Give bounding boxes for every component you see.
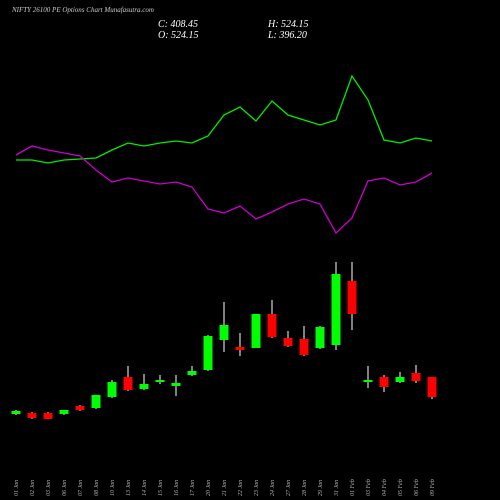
x-tick-label: 23 Jan [254,480,260,496]
candle-body [315,326,325,348]
x-tick-label: 14 Jan [141,480,148,496]
x-tick-label: 09 Feb [430,479,436,496]
candle-body [75,405,85,410]
x-tick-label: 21 Jan [222,480,228,496]
candle-body [187,370,197,375]
x-tick-label: 08 Jan [94,480,100,496]
candle-body [331,273,341,345]
candle-body [155,379,165,382]
x-tick-label: 27 Jan [286,480,292,496]
candle-body [427,376,437,397]
candle-body [363,379,373,382]
open-label: O: 524.15 [158,30,199,41]
close-label: C: 408.45 [158,19,198,30]
candle-body [235,346,245,350]
x-tick-label: 04 Feb [381,479,388,496]
x-tick-label: 22 Jan [238,480,244,496]
candle-body [43,412,53,419]
x-tick-label: 20 Jan [206,480,212,496]
candle-body [139,383,149,389]
chart-title: NIFTY 26100 PE Options Chart Munafasutra… [11,6,154,14]
x-tick-label: 16 Jan [174,480,180,496]
candle-body [299,338,309,355]
x-tick-label: 31 Jan [334,480,340,497]
indicator-line [15,145,433,235]
x-tick-label: 24 Jan [269,480,276,496]
candle-body [219,324,229,340]
x-tick-label: 07 Jan [78,480,84,496]
x-tick-label: 13 Jan [126,480,132,496]
candle-body [395,376,405,382]
candle-body [379,376,389,387]
candle-body [411,372,421,381]
candle-body [347,280,357,314]
x-tick-label: 17 Jan [190,480,196,496]
x-tick-label: 03 Feb [366,479,372,496]
x-tick-label: 06 Jan [62,480,68,496]
candle-body [91,394,101,408]
x-tick-label: 05 Feb [398,479,404,496]
x-tick-label: 28 Jan [302,480,308,496]
candle-body [123,376,133,390]
x-tick-label: 03 Jan [46,480,52,496]
candle-body [251,313,261,348]
indicator-line [16,74,433,164]
x-tick-label: 29 Jan [318,480,324,496]
x-tick-label: 15 Jan [158,480,164,496]
candle-body [171,382,181,386]
candle-body [283,337,293,346]
candle-body [267,313,277,337]
x-tick-label: 01 Jan [14,480,20,496]
candle-body [27,412,37,419]
candle-body [11,411,21,414]
x-tick-label: 01 Feb [350,479,356,496]
x-tick-label: 02 Jan [30,480,36,496]
low-label: L: 396.20 [267,30,307,41]
candle-body [59,410,69,414]
high-label: H: 524.15 [267,19,309,30]
candle-body [203,335,213,370]
x-tick-label: 10 Jan [110,480,116,496]
candle-body [107,381,117,397]
x-tick-label: 06 Feb [414,479,420,496]
